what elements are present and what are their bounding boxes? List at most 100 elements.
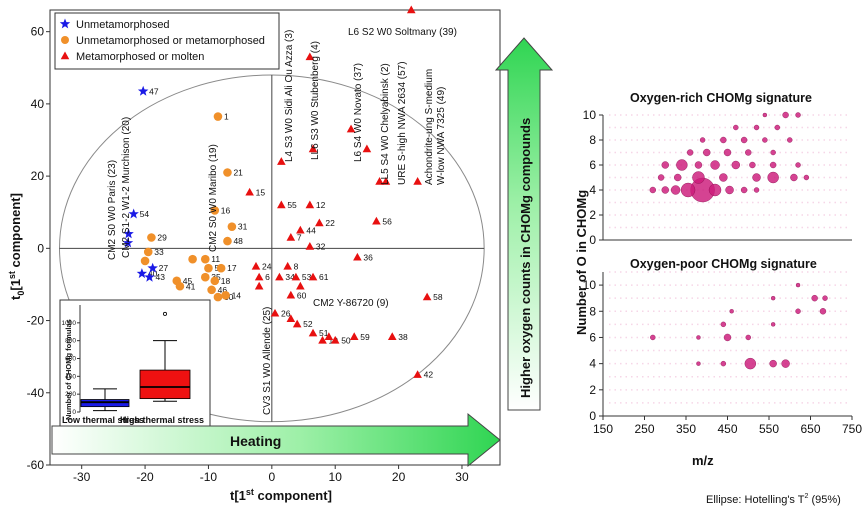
point-label: 29 bbox=[157, 233, 167, 243]
scatter-points: 4754402743121163148293311517351845414630… bbox=[122, 5, 443, 380]
x-tick-label: 20 bbox=[392, 470, 406, 484]
bubble bbox=[790, 173, 798, 182]
bubble bbox=[749, 161, 756, 169]
meteorite-annotations: L6 S2 W0 Soltmany (39) CM2 Y-86720 (9) C… bbox=[107, 27, 457, 415]
point-metamorphosed bbox=[353, 252, 362, 261]
point-label: 34 bbox=[285, 272, 295, 282]
point-label: 56 bbox=[382, 216, 392, 226]
point-label: 6 bbox=[265, 272, 270, 282]
bubble bbox=[708, 183, 722, 197]
bubble-y-axis-title: Number of O in CHOMg bbox=[574, 190, 589, 335]
x-tick-label: 10 bbox=[329, 470, 343, 484]
point-label: 1 bbox=[224, 112, 229, 122]
bubble-y-tick-label: 0 bbox=[589, 233, 596, 247]
point-label: 60 bbox=[297, 290, 307, 300]
bubble bbox=[803, 174, 810, 181]
bubble bbox=[740, 186, 748, 194]
point-metamorphosed-uncertain bbox=[223, 236, 232, 246]
annot-murchison: CM2 S1-2 W1-2 Murchison (20) bbox=[121, 117, 132, 258]
point-label: 12 bbox=[316, 200, 326, 210]
point-label: 45 bbox=[183, 276, 193, 286]
x-tick-label: 0 bbox=[268, 470, 275, 484]
bubble bbox=[740, 136, 748, 144]
point-metamorphosed bbox=[291, 272, 301, 281]
bubble bbox=[753, 124, 760, 131]
point-metamorphosed bbox=[406, 5, 416, 14]
point-label: 24 bbox=[262, 261, 272, 271]
bubble bbox=[703, 148, 711, 157]
bubble bbox=[795, 162, 801, 168]
boxplot-ticks: 0 200 400 600 800 1000 bbox=[62, 305, 81, 416]
boxplot-y-title: Number of CHOMg formulas bbox=[64, 319, 73, 420]
bubble bbox=[782, 111, 789, 119]
heating-label: Heating bbox=[230, 433, 281, 449]
bubble bbox=[770, 322, 776, 327]
y-tick-label: -40 bbox=[27, 386, 45, 400]
bubble bbox=[733, 124, 739, 131]
point-metamorphosed bbox=[372, 216, 381, 225]
point-label: 7 bbox=[297, 233, 302, 243]
point-label: 38 bbox=[398, 332, 408, 342]
bubble bbox=[657, 174, 665, 181]
zero-lines bbox=[59, 75, 485, 422]
point-metamorphosed bbox=[308, 328, 318, 337]
bubble bbox=[795, 282, 801, 288]
point-label: 54 bbox=[140, 209, 150, 219]
annot-y86720: CM2 Y-86720 (9) bbox=[313, 298, 389, 309]
bubble-y-tick-label: 10 bbox=[583, 278, 597, 292]
point-metamorphosed bbox=[375, 177, 384, 185]
bubble bbox=[694, 161, 703, 169]
bubble bbox=[680, 182, 696, 198]
legend-marker-star bbox=[59, 18, 71, 29]
bubble bbox=[787, 137, 793, 143]
point-metamorphosed bbox=[245, 187, 254, 196]
point-label: 43 bbox=[156, 272, 166, 282]
y-axis-title: t0[1st component] bbox=[7, 193, 26, 300]
bubble bbox=[699, 137, 706, 143]
point-metamorphosed bbox=[308, 144, 318, 153]
bubble-y-tick-label: 10 bbox=[583, 108, 597, 122]
bubble bbox=[720, 136, 727, 144]
point-label: 52 bbox=[303, 319, 313, 329]
bubble bbox=[731, 160, 740, 170]
annot-achondrite: Achondrite-ung S-medium bbox=[424, 69, 435, 185]
bubble bbox=[769, 359, 777, 368]
point-label: 61 bbox=[319, 272, 329, 282]
annot-paris: CM2 S0 W0 Paris (23) bbox=[107, 160, 118, 260]
bubble-x-axis-title: m/z bbox=[692, 453, 714, 468]
x-tick-label: -30 bbox=[73, 470, 91, 484]
point-metamorphosed bbox=[296, 281, 305, 290]
bubble bbox=[745, 334, 751, 341]
bubble bbox=[769, 161, 777, 169]
point-unmetamorphosed bbox=[123, 228, 134, 239]
boxplot-tick-label: 400 bbox=[65, 373, 76, 380]
boxplot-tick-label: 800 bbox=[65, 338, 76, 345]
bubble-y-tick-label: 8 bbox=[589, 133, 596, 147]
point-label: 50 bbox=[341, 335, 351, 345]
point-metamorphosed bbox=[349, 332, 359, 341]
x-tick-label: -20 bbox=[136, 470, 154, 484]
point-metamorphosed bbox=[292, 319, 302, 328]
bubble bbox=[774, 124, 780, 131]
point-metamorphosed bbox=[422, 292, 432, 301]
bubble bbox=[661, 186, 669, 194]
point-metamorphosed-uncertain bbox=[221, 290, 230, 300]
point-metamorphosed-uncertain bbox=[207, 285, 216, 295]
bubble bbox=[674, 173, 682, 182]
point-metamorphosed bbox=[318, 335, 327, 344]
point-metamorphosed bbox=[381, 177, 391, 185]
point-metamorphosed-uncertain bbox=[188, 254, 197, 264]
bubble-y-tick-label: 8 bbox=[589, 304, 596, 318]
bubble bbox=[723, 333, 732, 342]
point-unmetamorphosed bbox=[137, 85, 149, 96]
point-metamorphosed bbox=[277, 200, 286, 209]
y-tick-label: 60 bbox=[31, 25, 45, 39]
bubble bbox=[723, 148, 732, 157]
boxplot-tick-label: 600 bbox=[65, 356, 76, 363]
point-label: 40 bbox=[148, 269, 158, 279]
point-unmetamorphosed bbox=[144, 271, 155, 282]
bubble bbox=[781, 359, 790, 368]
point-metamorphosed bbox=[330, 335, 340, 344]
bubble bbox=[720, 360, 727, 367]
